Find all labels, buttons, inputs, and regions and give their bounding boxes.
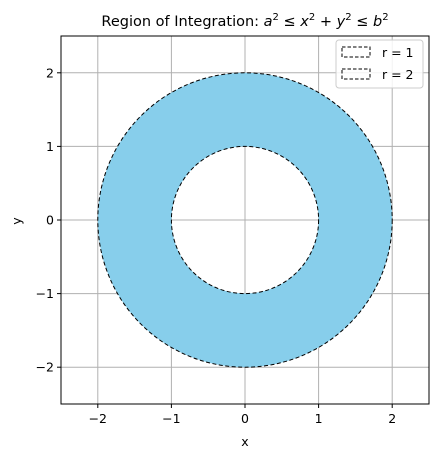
legend-label-r1: r = 1 [382,45,414,60]
x-tick-label-2: 0 [241,411,249,426]
annulus-region [97,72,393,368]
y-tick-label-2: 0 [46,213,54,228]
circle-r1 [170,145,320,295]
x-tick-label-3: 1 [315,411,323,426]
legend-swatch-r2 [341,68,371,80]
legend-swatch-r1 [341,46,371,58]
x-axis-label: x [241,434,248,449]
y-axis-label: y [9,217,24,225]
y-tick-label-4: 2 [46,65,54,80]
axis-ticks: −2 −1 0 1 2 −2 −1 0 1 2 [36,65,397,426]
y-tick-label-1: −1 [36,286,54,301]
x-tick-label-4: 2 [388,411,396,426]
y-tick-label-0: −2 [36,360,54,375]
circle-r2 [97,72,393,368]
legend: r = 1 r = 2 [335,39,424,89]
chart-title: Region of Integration: a2 ≤ x2 + y2 ≤ b2 [101,12,388,30]
legend-label-r2: r = 2 [382,67,414,82]
x-tick-label-0: −2 [89,411,107,426]
y-tick-label-3: 1 [46,139,54,154]
x-tick-label-1: −1 [162,411,180,426]
legend-box [335,39,424,89]
